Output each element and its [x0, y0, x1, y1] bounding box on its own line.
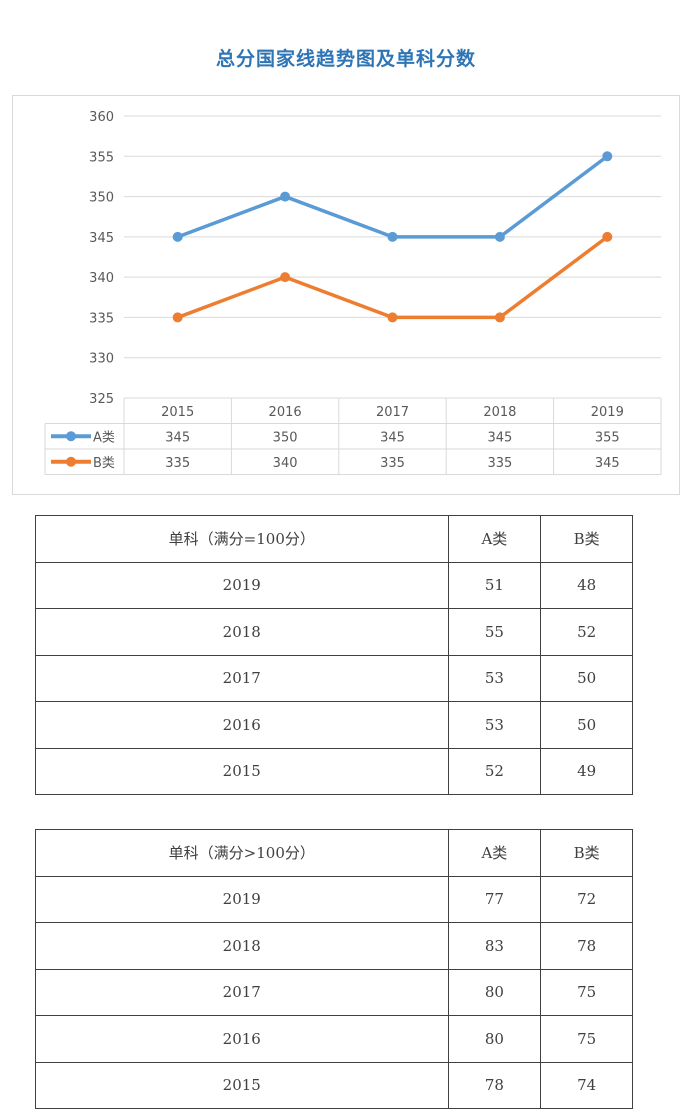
table-cell-a: 83 [447, 922, 542, 970]
table-row: 2019 51 48 [35, 561, 633, 609]
table-cell-b: 74 [540, 1061, 633, 1109]
table-cell-a: 55 [447, 608, 542, 656]
y-tick-label: 355 [89, 150, 114, 165]
data-table-value: 335 [487, 456, 512, 471]
trend-chart: 325 330 335 340 345 350 355 360 2015 2016 2017 2018… [12, 95, 680, 495]
table-cell-b: 52 [540, 608, 633, 656]
table-cell-year: 2017 [35, 654, 449, 702]
x-tick-label: 2016 [269, 405, 302, 420]
table-row: 2016 53 50 [35, 701, 633, 749]
y-tick-label: 350 [89, 191, 114, 206]
x-tick-label: 2019 [591, 405, 624, 420]
y-tick-label: 360 [89, 110, 114, 125]
data-point [602, 231, 613, 242]
data-table-value: 345 [380, 430, 405, 445]
table-cell-year: 2019 [35, 561, 449, 609]
table-cell-b: 78 [540, 922, 633, 970]
table-cell-year: 2015 [35, 1061, 449, 1109]
legend-key-marker [66, 431, 76, 442]
x-tick-label: 2017 [376, 405, 409, 420]
table-header-b: B类 [540, 515, 633, 563]
x-tick-label: 2018 [483, 405, 516, 420]
table-header-subject: 单科（满分=100分） [35, 515, 449, 563]
table-cell-a: 78 [447, 1061, 542, 1109]
table-header-a: A类 [447, 515, 542, 563]
table-cell-a: 80 [447, 1015, 542, 1063]
x-tick-label: 2015 [161, 405, 194, 420]
table-row: 2019 77 72 [35, 875, 633, 923]
table-cell-b: 50 [540, 701, 633, 749]
data-table-value: 355 [595, 430, 620, 445]
table-cell-b: 75 [540, 968, 633, 1016]
table-cell-year: 2015 [35, 747, 449, 795]
table-row: 2015 52 49 [35, 747, 633, 795]
single-subject-table-over-100: 单科（满分>100分） A类 B类 2019 77 72 2018 83 78 … [35, 829, 633, 1109]
table-cell-year: 2018 [35, 608, 449, 656]
y-tick-label: 345 [89, 231, 114, 246]
data-point [494, 231, 505, 242]
data-point [387, 231, 398, 242]
data-point [280, 191, 291, 202]
data-point [602, 151, 613, 162]
table-cell-year: 2019 [35, 875, 449, 923]
data-table-value: 350 [273, 430, 298, 445]
table-cell-a: 77 [447, 875, 542, 923]
y-tick-label: 340 [89, 271, 114, 286]
data-table-value: 345 [165, 430, 190, 445]
y-tick-label: 330 [89, 352, 114, 367]
table-cell-b: 50 [540, 654, 633, 702]
table-cell-b: 48 [540, 561, 633, 609]
table-cell-b: 72 [540, 875, 633, 923]
table-cell-year: 2017 [35, 968, 449, 1016]
table-header-b: B类 [540, 829, 633, 877]
table-cell-a: 52 [447, 747, 542, 795]
table-cell-year: 2016 [35, 1015, 449, 1063]
data-point [280, 272, 291, 283]
page-title: 总分国家线趋势图及单科分数 [215, 48, 476, 70]
table-cell-year: 2016 [35, 701, 449, 749]
data-table-value: 335 [380, 456, 405, 471]
data-table-value: 345 [487, 430, 512, 445]
table-cell-b: 49 [540, 747, 633, 795]
table-row: 2018 55 52 [35, 608, 633, 656]
table-cell-a: 53 [447, 654, 542, 702]
legend-key-marker [66, 456, 76, 467]
data-point [387, 312, 398, 323]
data-table-value: 340 [273, 456, 298, 471]
table-cell-a: 80 [447, 968, 542, 1016]
table-row: 2016 80 75 [35, 1015, 633, 1063]
chart-svg: 325 330 335 340 345 350 355 360 2015 2016 2017 2018… [44, 110, 662, 475]
data-point [172, 231, 183, 242]
legend-label: B类 [93, 456, 115, 471]
data-table-value: 345 [595, 456, 620, 471]
table-row: 2015 78 74 [35, 1061, 633, 1109]
single-subject-table-100: 单科（满分=100分） A类 B类 2019 51 48 2018 55 52 … [35, 515, 633, 795]
table-header-row: 单科（满分=100分） A类 B类 [35, 515, 633, 563]
table-row: 2017 53 50 [35, 654, 633, 702]
data-point [494, 312, 505, 323]
data-point [172, 312, 183, 323]
table-header-row: 单科（满分>100分） A类 B类 [35, 829, 633, 877]
table-row: 2018 83 78 [35, 922, 633, 970]
table-header-subject: 单科（满分>100分） [35, 829, 449, 877]
table-cell-a: 53 [447, 701, 542, 749]
table-cell-a: 51 [447, 561, 542, 609]
y-tick-label: 335 [89, 311, 114, 326]
legend-label: A类 [93, 430, 115, 445]
y-tick-label: 325 [89, 392, 114, 407]
data-table-value: 335 [165, 456, 190, 471]
table-header-a: A类 [447, 829, 542, 877]
table-row: 2017 80 75 [35, 968, 633, 1016]
table-cell-year: 2018 [35, 922, 449, 970]
table-cell-b: 75 [540, 1015, 633, 1063]
